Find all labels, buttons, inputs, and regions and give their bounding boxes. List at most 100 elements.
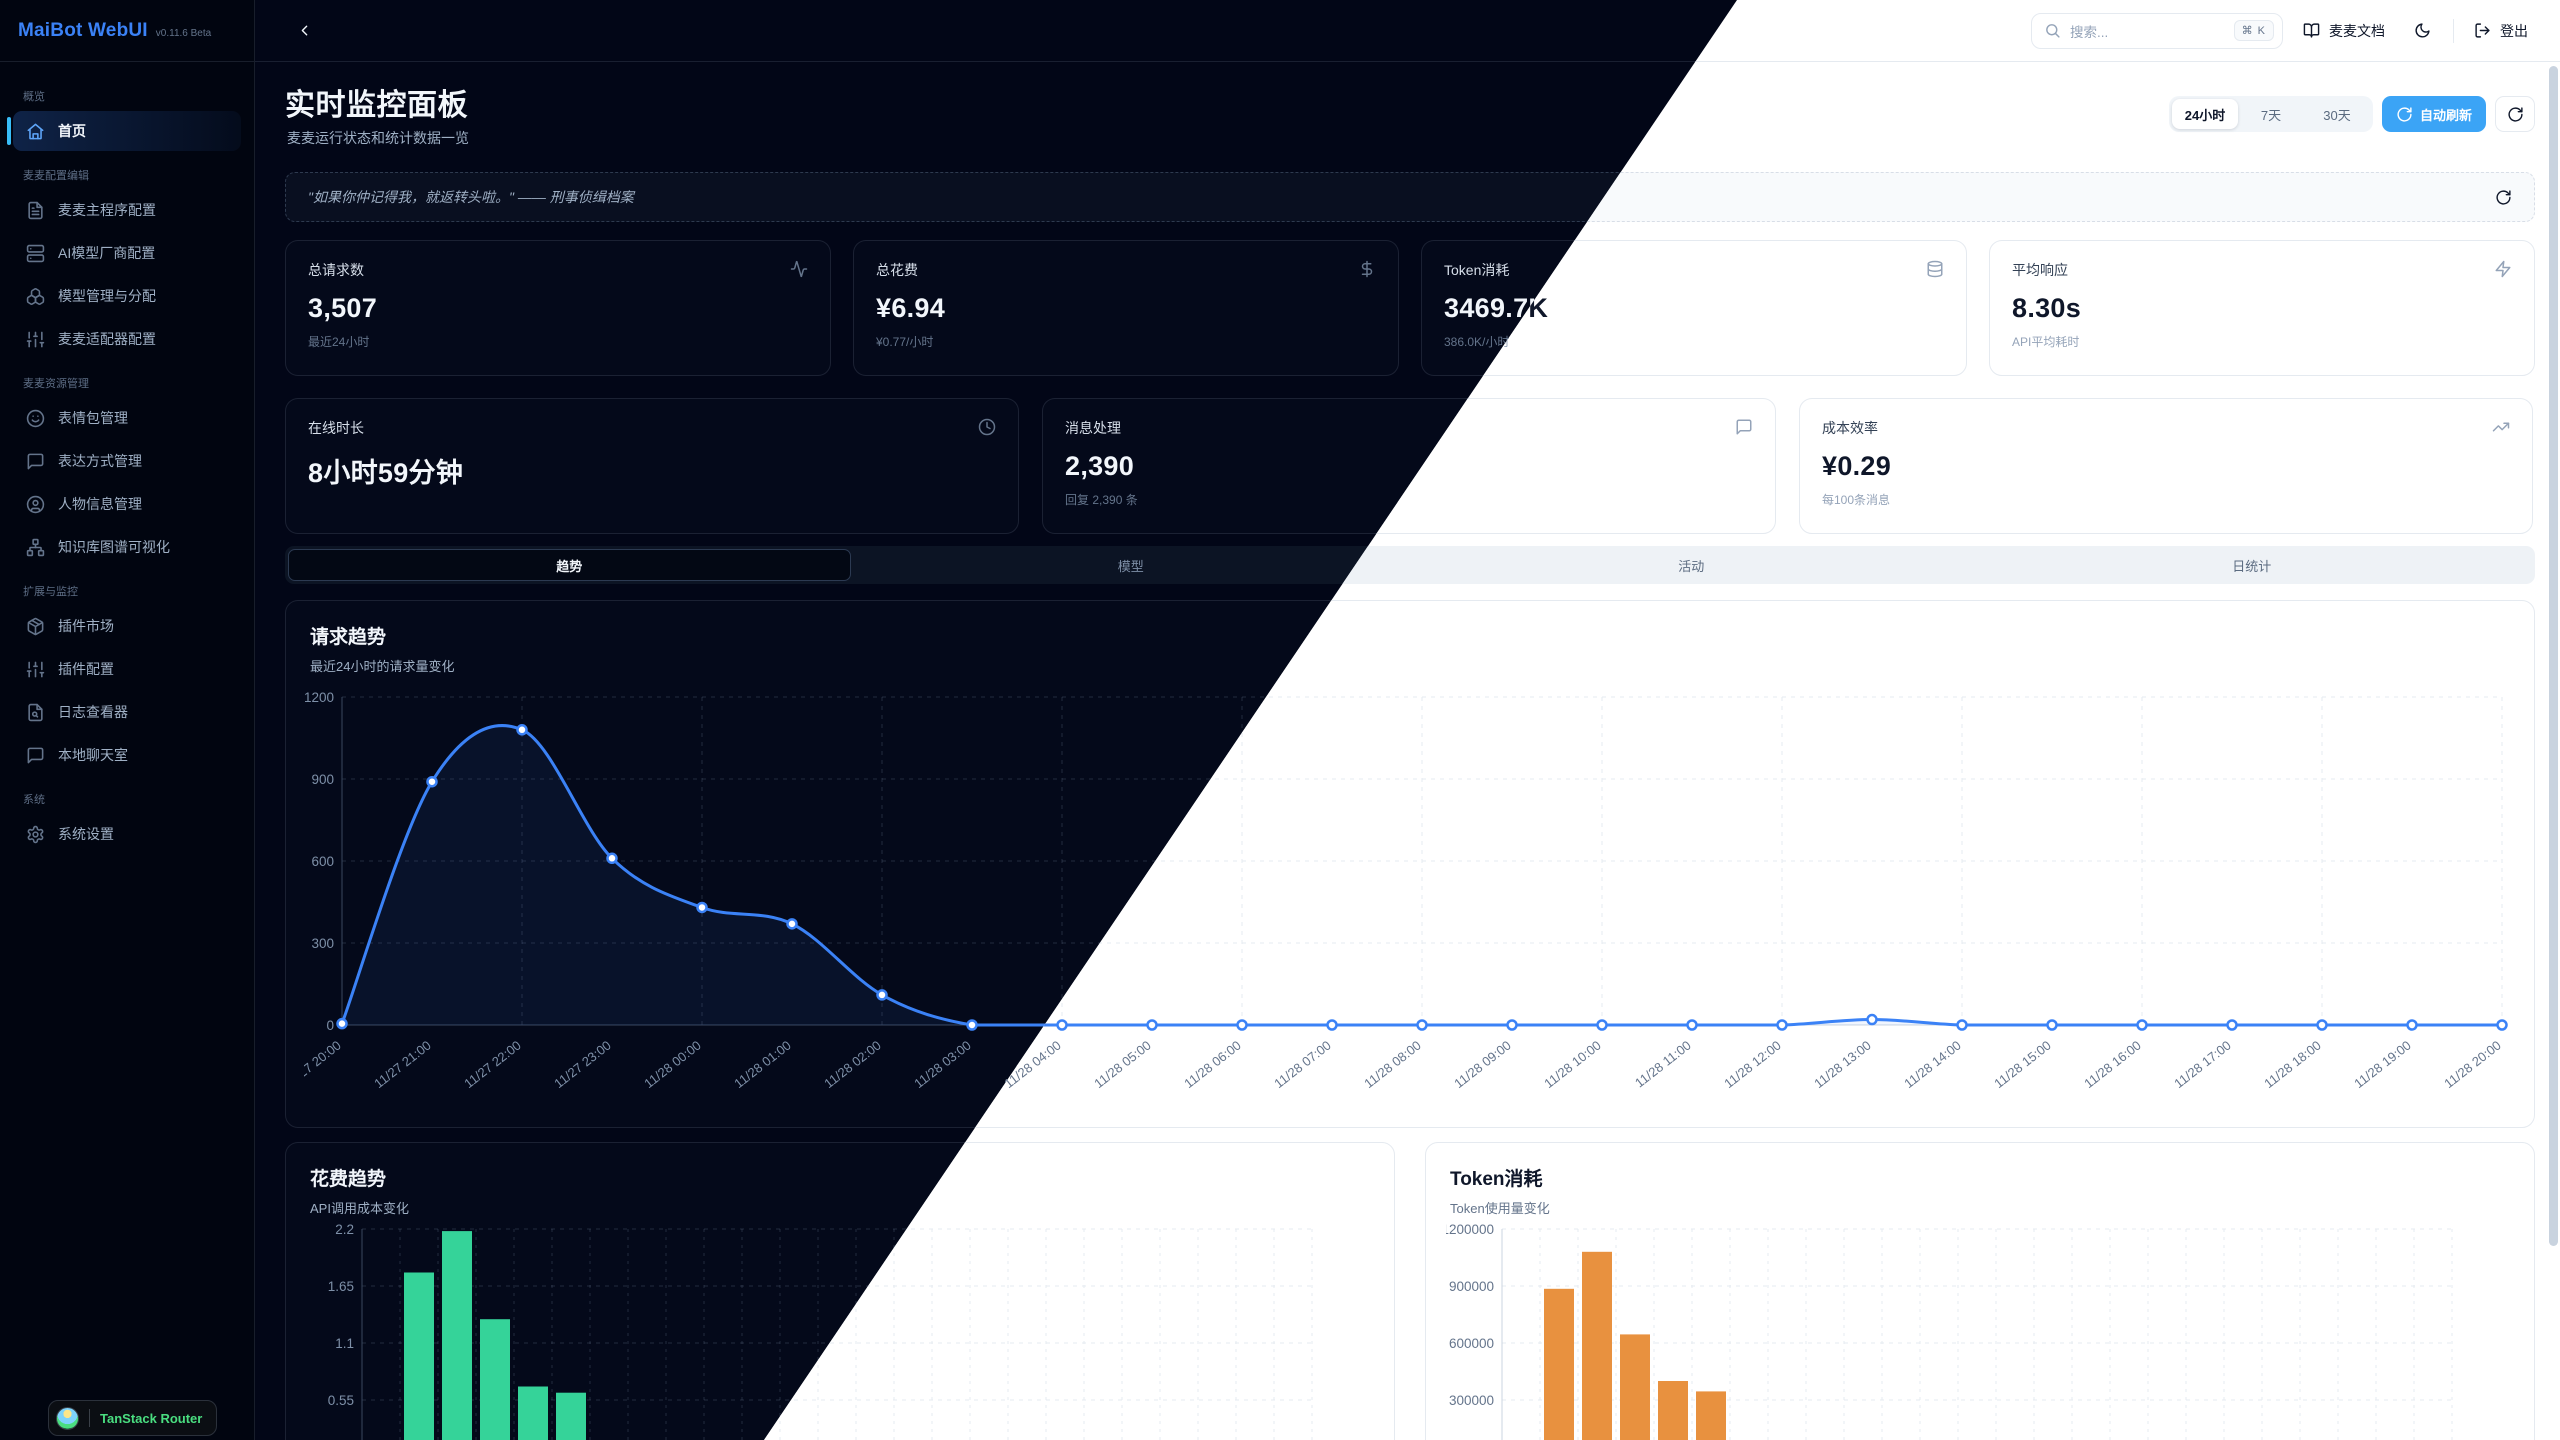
search-input[interactable]: 搜索... ⌘ K <box>2031 12 2283 49</box>
settings-icon <box>27 825 44 843</box>
stat-card-row1-3: 平均响应 8.30s API平均耗时 <box>1989 240 2535 376</box>
svg-text:11/28 02:00: 11/28 02:00 <box>821 1038 884 1092</box>
sidebar-item-message-square-2-1[interactable]: 表达方式管理 <box>13 441 241 481</box>
vertical-scrollbar[interactable] <box>2549 66 2558 1246</box>
chart-title: Token消耗 <box>1450 1169 1543 1190</box>
svg-text:1200000: 1200000 <box>1446 1222 1494 1237</box>
sidebar-item-label: AI模型厂商配置 <box>58 245 156 261</box>
svg-text:11/28 17:00: 11/28 17:00 <box>2171 1038 2234 1092</box>
range-button-2[interactable]: 30天 <box>2323 107 2351 123</box>
sidebar-item-sliders-3-1[interactable]: 插件配置 <box>13 649 241 689</box>
stat-card-row2-0: 在线时长 8小时59分钟 <box>285 398 1019 534</box>
devtools-divider <box>89 1409 90 1427</box>
sidebar-nav: 概览首页麦麦配置编辑麦麦主程序配置 AI模型厂商配置模型管理与分配麦麦适配器配置麦… <box>0 62 254 867</box>
svg-text:11/27 20:00: 11/27 20:00 <box>304 1038 344 1092</box>
sidebar-item-smile-2-0[interactable]: 表情包管理 <box>13 398 241 438</box>
refresh-quote-icon[interactable] <box>2495 189 2512 206</box>
search-shortcut-kbd: ⌘ K <box>2233 20 2274 41</box>
sidebar-item-label: 麦麦主程序配置 <box>58 202 156 218</box>
sidebar-item-label: 插件市场 <box>58 618 114 634</box>
svg-text:11/28 11:00: 11/28 11:00 <box>1632 1038 1694 1091</box>
message-square-icon <box>27 747 44 763</box>
token-usage-chart: 03000006000009000001200000 <box>1441 1221 2516 1440</box>
log-out-icon <box>2475 23 2490 38</box>
page-subtitle: 麦麦运行状态和统计数据一览 <box>287 130 469 146</box>
search-icon <box>2044 22 2061 39</box>
dollar-icon <box>1361 260 1373 278</box>
stat-label: 在线时长 <box>308 420 364 436</box>
dashboard-controls: 24小时 7天 30天 自动刷新 <box>2168 96 2535 132</box>
sidebar-section-label: 系统 <box>23 794 45 806</box>
sidebar-item-label: 表达方式管理 <box>58 453 142 469</box>
sidebar: MaiBot WebUI v0.11.6 Beta 概览首页麦麦配置编辑麦麦主程… <box>0 0 255 1440</box>
range-button-0[interactable]: 24小时 <box>2171 99 2238 129</box>
chart-subtitle: Token使用量变化 <box>1450 1201 1550 1216</box>
topbar-divider <box>2453 18 2454 43</box>
theme-toggle-button[interactable] <box>2405 14 2439 48</box>
sidebar-item-user-circle-2-2[interactable]: 人物信息管理 <box>13 484 241 524</box>
logout-icon <box>2474 22 2491 39</box>
svg-text:0: 0 <box>326 1018 334 1033</box>
stat-card-row1-0: 总请求数 3,507 最近24小时 <box>285 240 831 376</box>
refresh-icon <box>2507 106 2524 123</box>
svg-text:11/28 15:00: 11/28 15:00 <box>1991 1038 2054 1092</box>
moon-icon <box>2415 23 2430 38</box>
sidebar-item-package-3-0[interactable]: 插件市场 <box>13 606 241 646</box>
sidebar-item-boxes-1-2[interactable]: 模型管理与分配 <box>13 276 241 316</box>
stat-value: 3,507 <box>308 293 378 323</box>
stat-sub: ¥0.77/小时 <box>876 335 934 349</box>
sidebar-item-label: 人物信息管理 <box>58 496 142 512</box>
auto-refresh-label: 自动刷新 <box>2419 107 2472 123</box>
stat-value: 8.30s <box>2012 293 2082 323</box>
docs-link[interactable]: 麦麦文档 <box>2297 21 2391 41</box>
moon-icon <box>2414 22 2431 39</box>
app-brand: MaiBot WebUI v0.11.6 Beta <box>0 0 254 62</box>
stat-sub: API平均耗时 <box>2012 335 2080 349</box>
stat-card-row2-2: 成本效率 ¥0.29 每100条消息 <box>1799 398 2533 534</box>
svg-text:11/28 03:00: 11/28 03:00 <box>911 1038 974 1092</box>
message-square-icon <box>1736 419 1752 435</box>
range-button-1[interactable]: 7天 <box>2260 107 2282 123</box>
network-icon <box>26 538 45 556</box>
sidebar-item-file-text-1-0[interactable]: 麦麦主程序配置 <box>13 190 241 230</box>
sidebar-item-label: 模型管理与分配 <box>58 288 156 304</box>
tab-3[interactable]: 日统计 <box>2232 558 2272 574</box>
svg-text:11/28 18:00: 11/28 18:00 <box>2261 1038 2324 1092</box>
sidebar-collapse-button[interactable] <box>289 16 319 46</box>
book-open-icon <box>2303 22 2320 39</box>
sidebar-item-message-square-3-3[interactable]: 本地聊天室 <box>13 735 241 775</box>
sidebar-item-server-1-1[interactable]: AI模型厂商配置 <box>13 233 241 273</box>
sidebar-item-sliders-1-3[interactable]: 麦麦适配器配置 <box>13 319 241 359</box>
stat-label: 总请求数 <box>308 262 364 278</box>
svg-text:11/28 12:00: 11/28 12:00 <box>1721 1038 1784 1092</box>
tab-0[interactable]: 趋势 <box>288 549 851 581</box>
svg-text:11/28 20:00: 11/28 20:00 <box>2441 1038 2504 1092</box>
logout-button[interactable]: 登出 <box>2468 21 2534 41</box>
sidebar-item-label: 知识库图谱可视化 <box>58 539 170 555</box>
svg-text:11/28 00:00: 11/28 00:00 <box>641 1038 704 1092</box>
sidebar-item-file-search-3-2[interactable]: 日志查看器 <box>13 692 241 732</box>
tab-1[interactable]: 模型 <box>1117 558 1144 574</box>
manual-refresh-button[interactable] <box>2495 96 2535 132</box>
message-square-icon <box>27 453 44 469</box>
sidebar-item-home-0-0[interactable]: 首页 <box>7 111 241 151</box>
app-version: v0.11.6 Beta <box>155 28 212 39</box>
stat-sub: 386.0K/小时 <box>1444 333 1944 350</box>
auto-refresh-button[interactable]: 自动刷新 <box>2381 96 2486 132</box>
svg-text:11/28 19:00: 11/28 19:00 <box>2351 1038 2414 1092</box>
sidebar-item-settings-4-0[interactable]: 系统设置 <box>13 814 241 854</box>
svg-text:11/28 06:00: 11/28 06:00 <box>1181 1038 1244 1092</box>
svg-text:11/28 16:00: 11/28 16:00 <box>2081 1038 2144 1092</box>
search-placeholder: 搜索... <box>2070 24 2109 40</box>
tanstack-devtools-badge[interactable]: TanStack Router <box>48 1400 218 1436</box>
stat-sub: 每100条消息 <box>1822 493 1891 507</box>
sidebar-item-network-2-3[interactable]: 知识库图谱可视化 <box>13 527 241 567</box>
stat-sub: 最近24小时 <box>308 335 370 349</box>
svg-text:300000: 300000 <box>1449 1393 1494 1408</box>
svg-text:1200: 1200 <box>304 690 334 705</box>
sidebar-section-label: 扩展与监控 <box>23 586 78 598</box>
server-icon <box>26 244 45 262</box>
package-icon <box>27 617 44 635</box>
sidebar-section-label: 麦麦资源管理 <box>23 378 89 390</box>
tab-2[interactable]: 活动 <box>1678 558 1705 574</box>
